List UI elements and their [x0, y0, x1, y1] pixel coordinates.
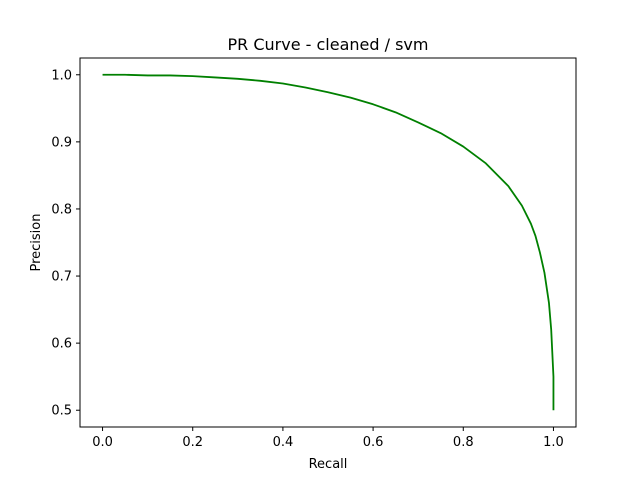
x-axis-label: Recall: [309, 457, 348, 472]
x-tick-label: 1.0: [543, 435, 564, 450]
x-tick-label: 0.4: [273, 435, 294, 450]
x-tick-label: 0.6: [363, 435, 384, 450]
y-tick-label: 0.7: [51, 270, 72, 285]
x-tick-label: 0.0: [92, 435, 113, 450]
x-tick-label: 0.8: [453, 435, 474, 450]
y-tick-label: 0.8: [51, 202, 72, 217]
x-axis-ticks: 0.0 0.2 0.4 0.6 0.8 1.0: [92, 427, 564, 450]
y-tick-label: 1.0: [51, 68, 72, 83]
plot-area: [102, 73, 555, 411]
x-tick-label: 0.2: [182, 435, 203, 450]
y-tick-label: 0.9: [51, 135, 72, 150]
y-tick-label: 0.6: [51, 337, 72, 352]
axes-frame: [79, 57, 577, 428]
y-axis-ticks: 0.5 0.6 0.7 0.8 0.9 1.0: [51, 68, 80, 419]
y-axis-label: Precision: [29, 213, 44, 271]
y-tick-label: 0.5: [51, 404, 72, 419]
series-line-0: [102, 73, 555, 411]
chart-title: PR Curve - cleaned / svm: [228, 35, 429, 54]
